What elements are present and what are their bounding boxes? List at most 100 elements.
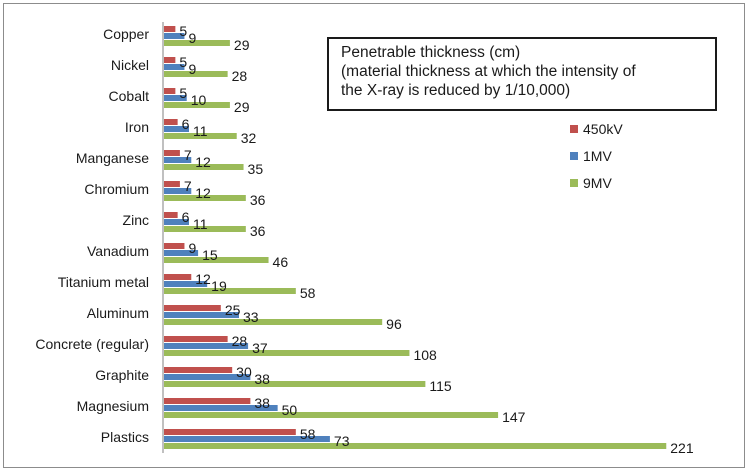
category-label-magnesium: Magnesium xyxy=(77,398,149,414)
bar-1mv-vanadium xyxy=(164,250,199,256)
data-label-450kv-copper: 5 xyxy=(179,23,187,39)
bar-450kv-iron xyxy=(164,119,178,125)
bar-1mv-iron xyxy=(164,126,189,132)
category-labels: Copper Nickel Cobalt Iron Manganese Chromium Z… xyxy=(35,26,149,445)
data-label-450kv-zinc: 6 xyxy=(182,209,190,225)
data-label-450kv-magnesium: 38 xyxy=(254,395,270,411)
bar-9mv-titanium-metal xyxy=(164,288,296,294)
bar-450kv-vanadium xyxy=(164,243,185,249)
data-label-450kv-plastics: 58 xyxy=(300,426,316,442)
bar-450kv-cobalt xyxy=(164,88,176,94)
bar-450kv-magnesium xyxy=(164,398,251,404)
legend-swatch-9mv xyxy=(570,179,578,187)
chart-title-line-3: the X-ray is reduced by 1/10,000) xyxy=(341,82,571,99)
data-label-9mv-concrete-regular: 108 xyxy=(413,347,437,363)
data-label-1mv-zinc: 11 xyxy=(193,216,208,232)
data-label-1mv-copper: 9 xyxy=(188,30,196,46)
data-label-9mv-magnesium: 147 xyxy=(502,409,526,425)
data-label-1mv-magnesium: 50 xyxy=(282,402,298,418)
bar-9mv-zinc xyxy=(164,226,246,232)
bar-1mv-concrete-regular xyxy=(164,343,249,349)
data-label-1mv-aluminum: 33 xyxy=(243,309,259,325)
bar-450kv-zinc xyxy=(164,212,178,218)
bar-1mv-manganese xyxy=(164,157,192,163)
legend-label-450kv: 450kV xyxy=(583,121,623,137)
bar-450kv-aluminum xyxy=(164,305,221,311)
data-label-450kv-cobalt: 5 xyxy=(179,85,187,101)
data-label-9mv-copper: 29 xyxy=(234,37,250,53)
bar-1mv-cobalt xyxy=(164,95,187,101)
bar-9mv-chromium xyxy=(164,195,246,201)
category-label-aluminum: Aluminum xyxy=(87,305,149,321)
bar-450kv-graphite xyxy=(164,367,233,373)
data-label-450kv-chromium: 7 xyxy=(184,178,192,194)
data-label-1mv-nickel: 9 xyxy=(188,61,196,77)
bar-9mv-plastics xyxy=(164,443,667,449)
data-label-9mv-aluminum: 96 xyxy=(386,316,402,332)
bar-9mv-magnesium xyxy=(164,412,499,418)
data-label-450kv-nickel: 5 xyxy=(179,54,187,70)
bar-9mv-nickel xyxy=(164,71,228,77)
bar-1mv-zinc xyxy=(164,219,189,225)
category-label-concrete-regular: Concrete (regular) xyxy=(35,336,149,352)
bar-450kv-plastics xyxy=(164,429,296,435)
bar-1mv-titanium-metal xyxy=(164,281,208,287)
category-label-copper: Copper xyxy=(103,26,149,42)
data-label-450kv-concrete-regular: 28 xyxy=(232,333,248,349)
bar-9mv-copper xyxy=(164,40,230,46)
bar-1mv-copper xyxy=(164,33,185,39)
bar-9mv-graphite xyxy=(164,381,426,387)
bar-9mv-cobalt xyxy=(164,102,230,108)
data-label-1mv-cobalt: 10 xyxy=(191,92,207,108)
data-label-450kv-aluminum: 25 xyxy=(225,302,241,318)
bar-1mv-magnesium xyxy=(164,405,278,411)
chart-title-line-1: Penetrable thickness (cm) xyxy=(341,44,521,61)
bar-450kv-titanium-metal xyxy=(164,274,192,280)
data-label-450kv-titanium-metal: 12 xyxy=(195,271,211,287)
bar-450kv-chromium xyxy=(164,181,180,187)
bar-450kv-concrete-regular xyxy=(164,336,228,342)
data-label-9mv-plastics: 221 xyxy=(670,440,694,456)
data-label-9mv-titanium-metal: 58 xyxy=(300,285,316,301)
bar-9mv-iron xyxy=(164,133,237,139)
data-label-9mv-iron: 32 xyxy=(241,130,257,146)
category-label-iron: Iron xyxy=(125,119,149,135)
bar-1mv-aluminum xyxy=(164,312,239,318)
legend-swatch-450kv xyxy=(570,125,578,133)
bar-1mv-chromium xyxy=(164,188,192,194)
legend-label-1mv: 1MV xyxy=(583,148,612,164)
data-label-1mv-graphite: 38 xyxy=(254,371,270,387)
data-label-1mv-titanium-metal: 19 xyxy=(211,278,227,294)
bars-group xyxy=(164,26,667,449)
legend: 450kV 1MV 9MV xyxy=(570,121,623,191)
category-label-zinc: Zinc xyxy=(123,212,149,228)
category-label-chromium: Chromium xyxy=(84,181,149,197)
data-label-9mv-chromium: 36 xyxy=(250,192,266,208)
category-label-nickel: Nickel xyxy=(111,57,149,73)
category-label-cobalt: Cobalt xyxy=(109,88,150,104)
bar-9mv-vanadium xyxy=(164,257,269,263)
category-label-vanadium: Vanadium xyxy=(87,243,149,259)
bar-450kv-nickel xyxy=(164,57,176,63)
bar-9mv-concrete-regular xyxy=(164,350,410,356)
data-label-450kv-vanadium: 9 xyxy=(188,240,196,256)
data-label-1mv-vanadium: 15 xyxy=(202,247,218,263)
category-label-plastics: Plastics xyxy=(101,429,149,445)
category-label-titanium-metal: Titanium metal xyxy=(58,274,149,290)
data-label-450kv-manganese: 7 xyxy=(184,147,192,163)
data-label-450kv-graphite: 30 xyxy=(236,364,252,380)
data-label-1mv-concrete-regular: 37 xyxy=(252,340,268,356)
data-labels: 5 9 295 9 285 10 296 11 327 12 357 12 366 11 369 15 4612… xyxy=(179,23,693,456)
data-label-1mv-iron: 11 xyxy=(193,123,208,139)
bar-9mv-aluminum xyxy=(164,319,383,325)
category-label-graphite: Graphite xyxy=(95,367,149,383)
bar-1mv-graphite xyxy=(164,374,251,380)
category-label-manganese: Manganese xyxy=(76,150,149,166)
bar-450kv-manganese xyxy=(164,150,180,156)
data-label-9mv-nickel: 28 xyxy=(232,68,248,84)
chart-title-line-2: (material thickness at which the intensi… xyxy=(341,63,636,80)
bar-9mv-manganese xyxy=(164,164,244,170)
chart-title-box: Penetrable thickness (cm) (material thic… xyxy=(327,37,717,111)
legend-label-9mv: 9MV xyxy=(583,175,612,191)
